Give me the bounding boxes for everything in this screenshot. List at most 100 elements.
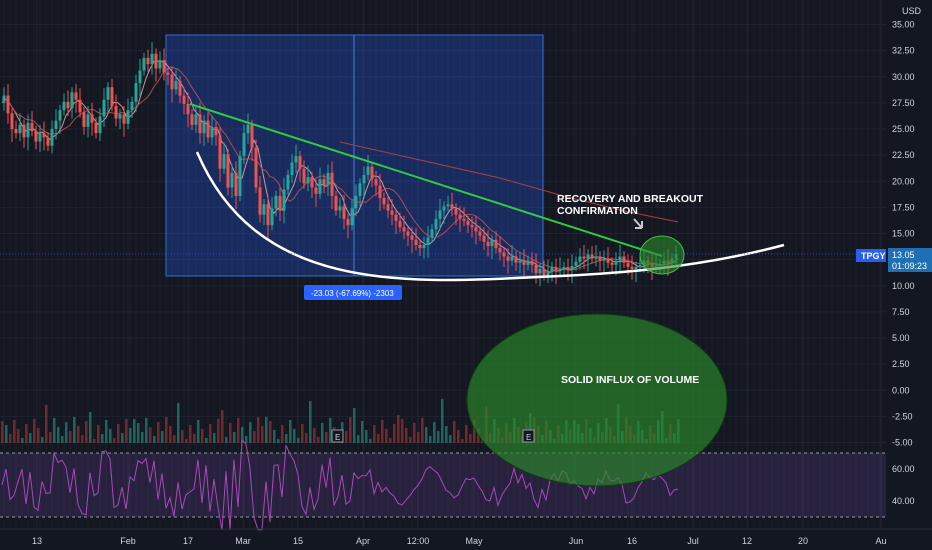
candle-body (579, 256, 582, 261)
candle-body (479, 231, 482, 235)
candle-body (91, 114, 94, 122)
candle-body (371, 167, 374, 180)
candle-body (119, 114, 122, 118)
candle-body (315, 188, 318, 194)
volume-bar (389, 438, 392, 443)
candle-body (219, 135, 222, 168)
volume-bar (265, 417, 268, 443)
volume-bar (161, 431, 164, 443)
candle-body (107, 87, 110, 100)
candle-body (347, 219, 350, 225)
volume-bar (193, 434, 196, 443)
volume-bar (325, 432, 328, 443)
candle-body (167, 73, 170, 75)
volume-bar (373, 425, 376, 443)
candle-body (139, 70, 142, 83)
volume-bar (173, 435, 176, 443)
volume-bar (117, 424, 120, 443)
candle-body (227, 154, 230, 187)
volume-bar (429, 436, 432, 443)
candle-body (527, 261, 530, 265)
volume-bar (357, 435, 360, 443)
volume-bar (305, 433, 308, 443)
volume-bar (445, 426, 448, 443)
candle-body (131, 102, 134, 110)
time-tick-label: Jun (569, 536, 584, 546)
candle-body (543, 269, 546, 275)
volume-bar (149, 427, 152, 443)
volume-bar (121, 433, 124, 443)
price-tick-label: 7.50 (892, 307, 910, 317)
volume-bar (165, 417, 168, 443)
candle-body (551, 267, 554, 271)
volume-bar (309, 401, 312, 443)
candle-body (171, 75, 174, 90)
candle-body (499, 248, 502, 252)
time-tick-label: 16 (627, 536, 637, 546)
price-tick-label: 15.00 (892, 229, 915, 239)
volume-bar (249, 422, 252, 443)
candle-body (163, 60, 166, 73)
volume-bar (301, 424, 304, 443)
candle-body (391, 211, 394, 215)
candle-body (531, 261, 534, 265)
candle-body (323, 179, 326, 185)
candle-body (19, 125, 22, 133)
volume-bar (289, 420, 292, 443)
volume-bar (9, 434, 12, 443)
candle-body (143, 58, 146, 71)
candle-body (519, 261, 522, 263)
volume-bar (281, 425, 284, 443)
candle-body (255, 148, 258, 188)
candle-body (187, 104, 190, 114)
volume-bar (45, 405, 48, 443)
symbol-label: TPGY (861, 251, 886, 261)
candle-body (587, 254, 590, 258)
candle-body (275, 196, 278, 209)
candle-body (55, 121, 58, 129)
time-tick-label: Feb (120, 536, 136, 546)
volume-bar (277, 439, 280, 443)
volume-bar (457, 430, 460, 443)
candle-body (207, 121, 210, 138)
candle-body (263, 204, 266, 214)
volume-bar (393, 424, 396, 443)
candle-body (451, 204, 454, 208)
candle-body (331, 173, 334, 196)
price-tick-label: -5.00 (892, 438, 913, 448)
volume-bar (57, 427, 60, 443)
candle-body (43, 133, 46, 137)
candle-body (307, 177, 310, 183)
candle-body (175, 81, 178, 89)
price-tick-label: 0.00 (892, 385, 910, 395)
volume-bar (153, 436, 156, 443)
volume-bar (25, 424, 28, 443)
earnings-marker-1-label: E (335, 433, 340, 442)
candle-body (59, 110, 62, 120)
candle-body (155, 54, 158, 69)
volume-bar (441, 399, 444, 443)
volume-bar (145, 418, 148, 443)
candle-body (311, 177, 314, 187)
candle-body (623, 256, 626, 262)
time-tick-label: Jul (687, 536, 699, 546)
candle-body (427, 238, 430, 245)
candle-body (383, 198, 386, 204)
candle-body (239, 156, 242, 196)
candle-body (223, 154, 226, 169)
rsi-tick-label: 40.00 (892, 496, 915, 506)
candle-body (47, 137, 50, 145)
candle-body (271, 208, 274, 225)
price-tick-label: 20.00 (892, 176, 915, 186)
candle-body (179, 81, 182, 96)
volume-bar (329, 418, 332, 443)
volume-bar (109, 429, 112, 443)
volume-bar (465, 425, 468, 443)
candle-body (475, 227, 478, 231)
volume-bar (157, 422, 160, 443)
candle-body (631, 267, 634, 269)
volume-bar (269, 421, 272, 443)
volume-bar (113, 438, 116, 443)
candle-body (35, 131, 38, 141)
